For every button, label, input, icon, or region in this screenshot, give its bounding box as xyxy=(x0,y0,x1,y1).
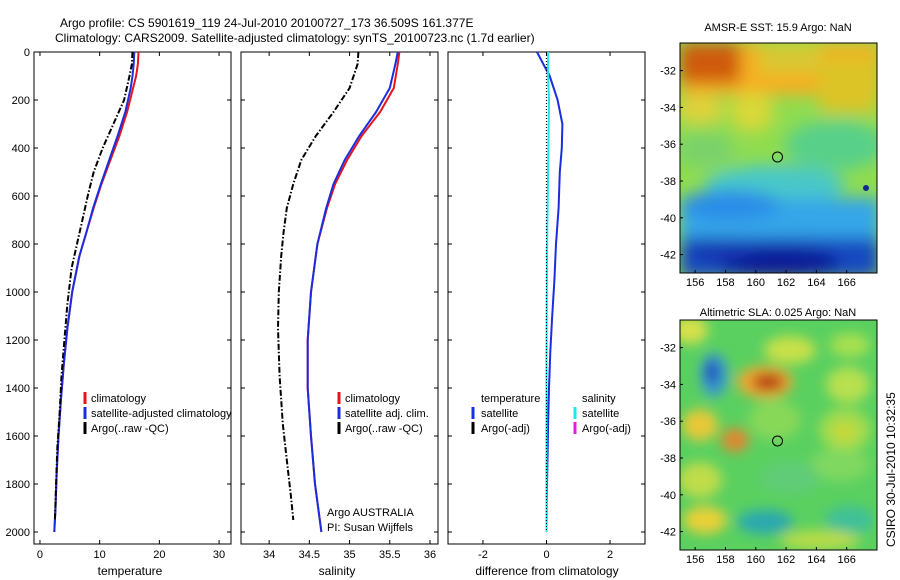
x-tick-label: 30 xyxy=(213,549,225,561)
x-tick-label: 34.5 xyxy=(299,549,320,561)
sst-map-title: AMSR-E SST: 15.9 Argo: NaN xyxy=(704,22,851,34)
legend-header-temperature: temperature xyxy=(481,393,540,405)
x-tick-label: 35 xyxy=(343,549,355,561)
sst-map-frame xyxy=(679,42,878,274)
depth-tick-label: 200 xyxy=(12,95,30,107)
sla-map-frame xyxy=(679,319,878,551)
depth-tick-label: 1400 xyxy=(6,383,30,395)
map-y-tick-label: -40 xyxy=(660,213,676,225)
map-x-tick-label: 156 xyxy=(686,277,704,289)
map-x-tick-label: 166 xyxy=(838,554,856,566)
map-x-tick-label: 158 xyxy=(716,277,734,289)
salinity-legend: climatology satellite adj. clim. Argo(..… xyxy=(337,392,429,435)
argo-program-note: Argo AUSTRALIA xyxy=(327,507,414,519)
map-y-tick-label: -38 xyxy=(660,176,676,188)
map-x-tick-label: 166 xyxy=(838,277,856,289)
x-tick-label: 35.5 xyxy=(379,549,400,561)
sst-map-image xyxy=(680,43,877,273)
map-x-tick-label: 160 xyxy=(747,554,765,566)
legend-label-temp-satellite: satellite xyxy=(481,408,518,420)
map-y-tick-label: -42 xyxy=(660,527,676,539)
map-x-tick-label: 162 xyxy=(777,554,795,566)
legend-label-temp-argo: Argo(-adj) xyxy=(481,423,530,435)
temperature-legend: climatology satellite-adjusted climatolo… xyxy=(83,392,232,435)
x-tick-label: 10 xyxy=(94,549,106,561)
figure-title-line2: Climatology: CARS2009. Satellite-adjuste… xyxy=(55,31,535,45)
x-tick-label: -2 xyxy=(478,549,488,561)
profile-lines xyxy=(53,51,564,533)
argo-pi-note: PI: Susan Wijffels xyxy=(327,522,413,534)
map-y-tick-label: -40 xyxy=(660,490,676,502)
x-tick-label: 2 xyxy=(607,549,613,561)
depth-tick-label: 400 xyxy=(12,143,30,155)
depth-tick-label: 1200 xyxy=(6,335,30,347)
x-tick-label: 36 xyxy=(424,549,436,561)
x-tick-label: 34 xyxy=(263,549,275,561)
map-x-tick-label: 162 xyxy=(777,277,795,289)
sla-map-image xyxy=(680,320,877,550)
map-y-tick-label: -36 xyxy=(660,416,676,428)
map-y-tick-label: -34 xyxy=(660,379,676,391)
map-x-tick-label: 158 xyxy=(716,554,734,566)
depth-tick-label: 1800 xyxy=(6,479,30,491)
map-y-tick-label: -32 xyxy=(660,343,676,355)
legend-label-satellite: satellite-adjusted climatology xyxy=(91,408,232,420)
map-axis-labels: 156 158 160 162 164 166 -32 -34 -36 -38 -40 -42 156 1… xyxy=(660,66,856,566)
depth-tick-label: 600 xyxy=(12,191,30,203)
sst-float-marker xyxy=(772,151,783,163)
legend-label-sal-argo: Argo(-adj) xyxy=(582,423,631,435)
legend-label-satellite: satellite adj. clim. xyxy=(345,408,429,420)
map-x-tick-label: 164 xyxy=(807,554,825,566)
x-tick-label: 0 xyxy=(37,549,43,561)
sla-map-title: Altimetric SLA: 0.025 Argo: NaN xyxy=(700,307,857,319)
salinity-axes xyxy=(240,51,439,545)
difference-series-temperature-satellite xyxy=(536,51,564,533)
legend-label-argo: Argo(..raw -QC) xyxy=(91,423,169,435)
temperature-axes xyxy=(33,51,232,545)
sla-float-marker xyxy=(772,435,783,447)
salinity-series-argo-raw-qc xyxy=(277,51,360,521)
temperature-series-argo-raw-qc xyxy=(53,51,134,521)
difference-legend: temperature satellite Argo(-adj) salinit… xyxy=(471,393,631,435)
map-x-tick-label: 164 xyxy=(807,277,825,289)
temperature-axis-label: temperature xyxy=(98,564,163,578)
map-y-tick-label: -32 xyxy=(660,66,676,78)
depth-tick-label: 0 xyxy=(24,47,30,59)
map-x-tick-label: 160 xyxy=(747,277,765,289)
x-tick-label: 0 xyxy=(543,549,549,561)
map-y-tick-label: -38 xyxy=(660,453,676,465)
legend-label-sal-satellite: satellite xyxy=(582,408,619,420)
credit-stamp: CSIRO 30-Jul-2010 10:32:35 xyxy=(884,392,898,547)
depth-tick-label: 2000 xyxy=(6,527,30,539)
legend-label-argo: Argo(..raw -QC) xyxy=(345,423,423,435)
map-y-tick-label: -42 xyxy=(660,250,676,262)
difference-axis-label: difference from climatology xyxy=(475,564,618,578)
map-y-tick-label: -36 xyxy=(660,139,676,151)
x-tick-label: 20 xyxy=(153,549,165,561)
salinity-series-satellite-adj-clim xyxy=(306,51,399,533)
map-y-tick-label: -34 xyxy=(660,102,676,114)
legend-label-climatology: climatology xyxy=(345,393,401,405)
depth-tick-label: 1000 xyxy=(6,287,30,299)
map-x-tick-label: 156 xyxy=(686,554,704,566)
legend-label-climatology: climatology xyxy=(91,393,147,405)
legend-header-salinity: salinity xyxy=(582,393,616,405)
figure-title-line1: Argo profile: CS 5901619_119 24-Jul-2010… xyxy=(60,16,473,30)
depth-tick-label: 800 xyxy=(12,239,30,251)
salinity-axis-label: salinity xyxy=(319,564,356,578)
depth-tick-label: 1600 xyxy=(6,431,30,443)
